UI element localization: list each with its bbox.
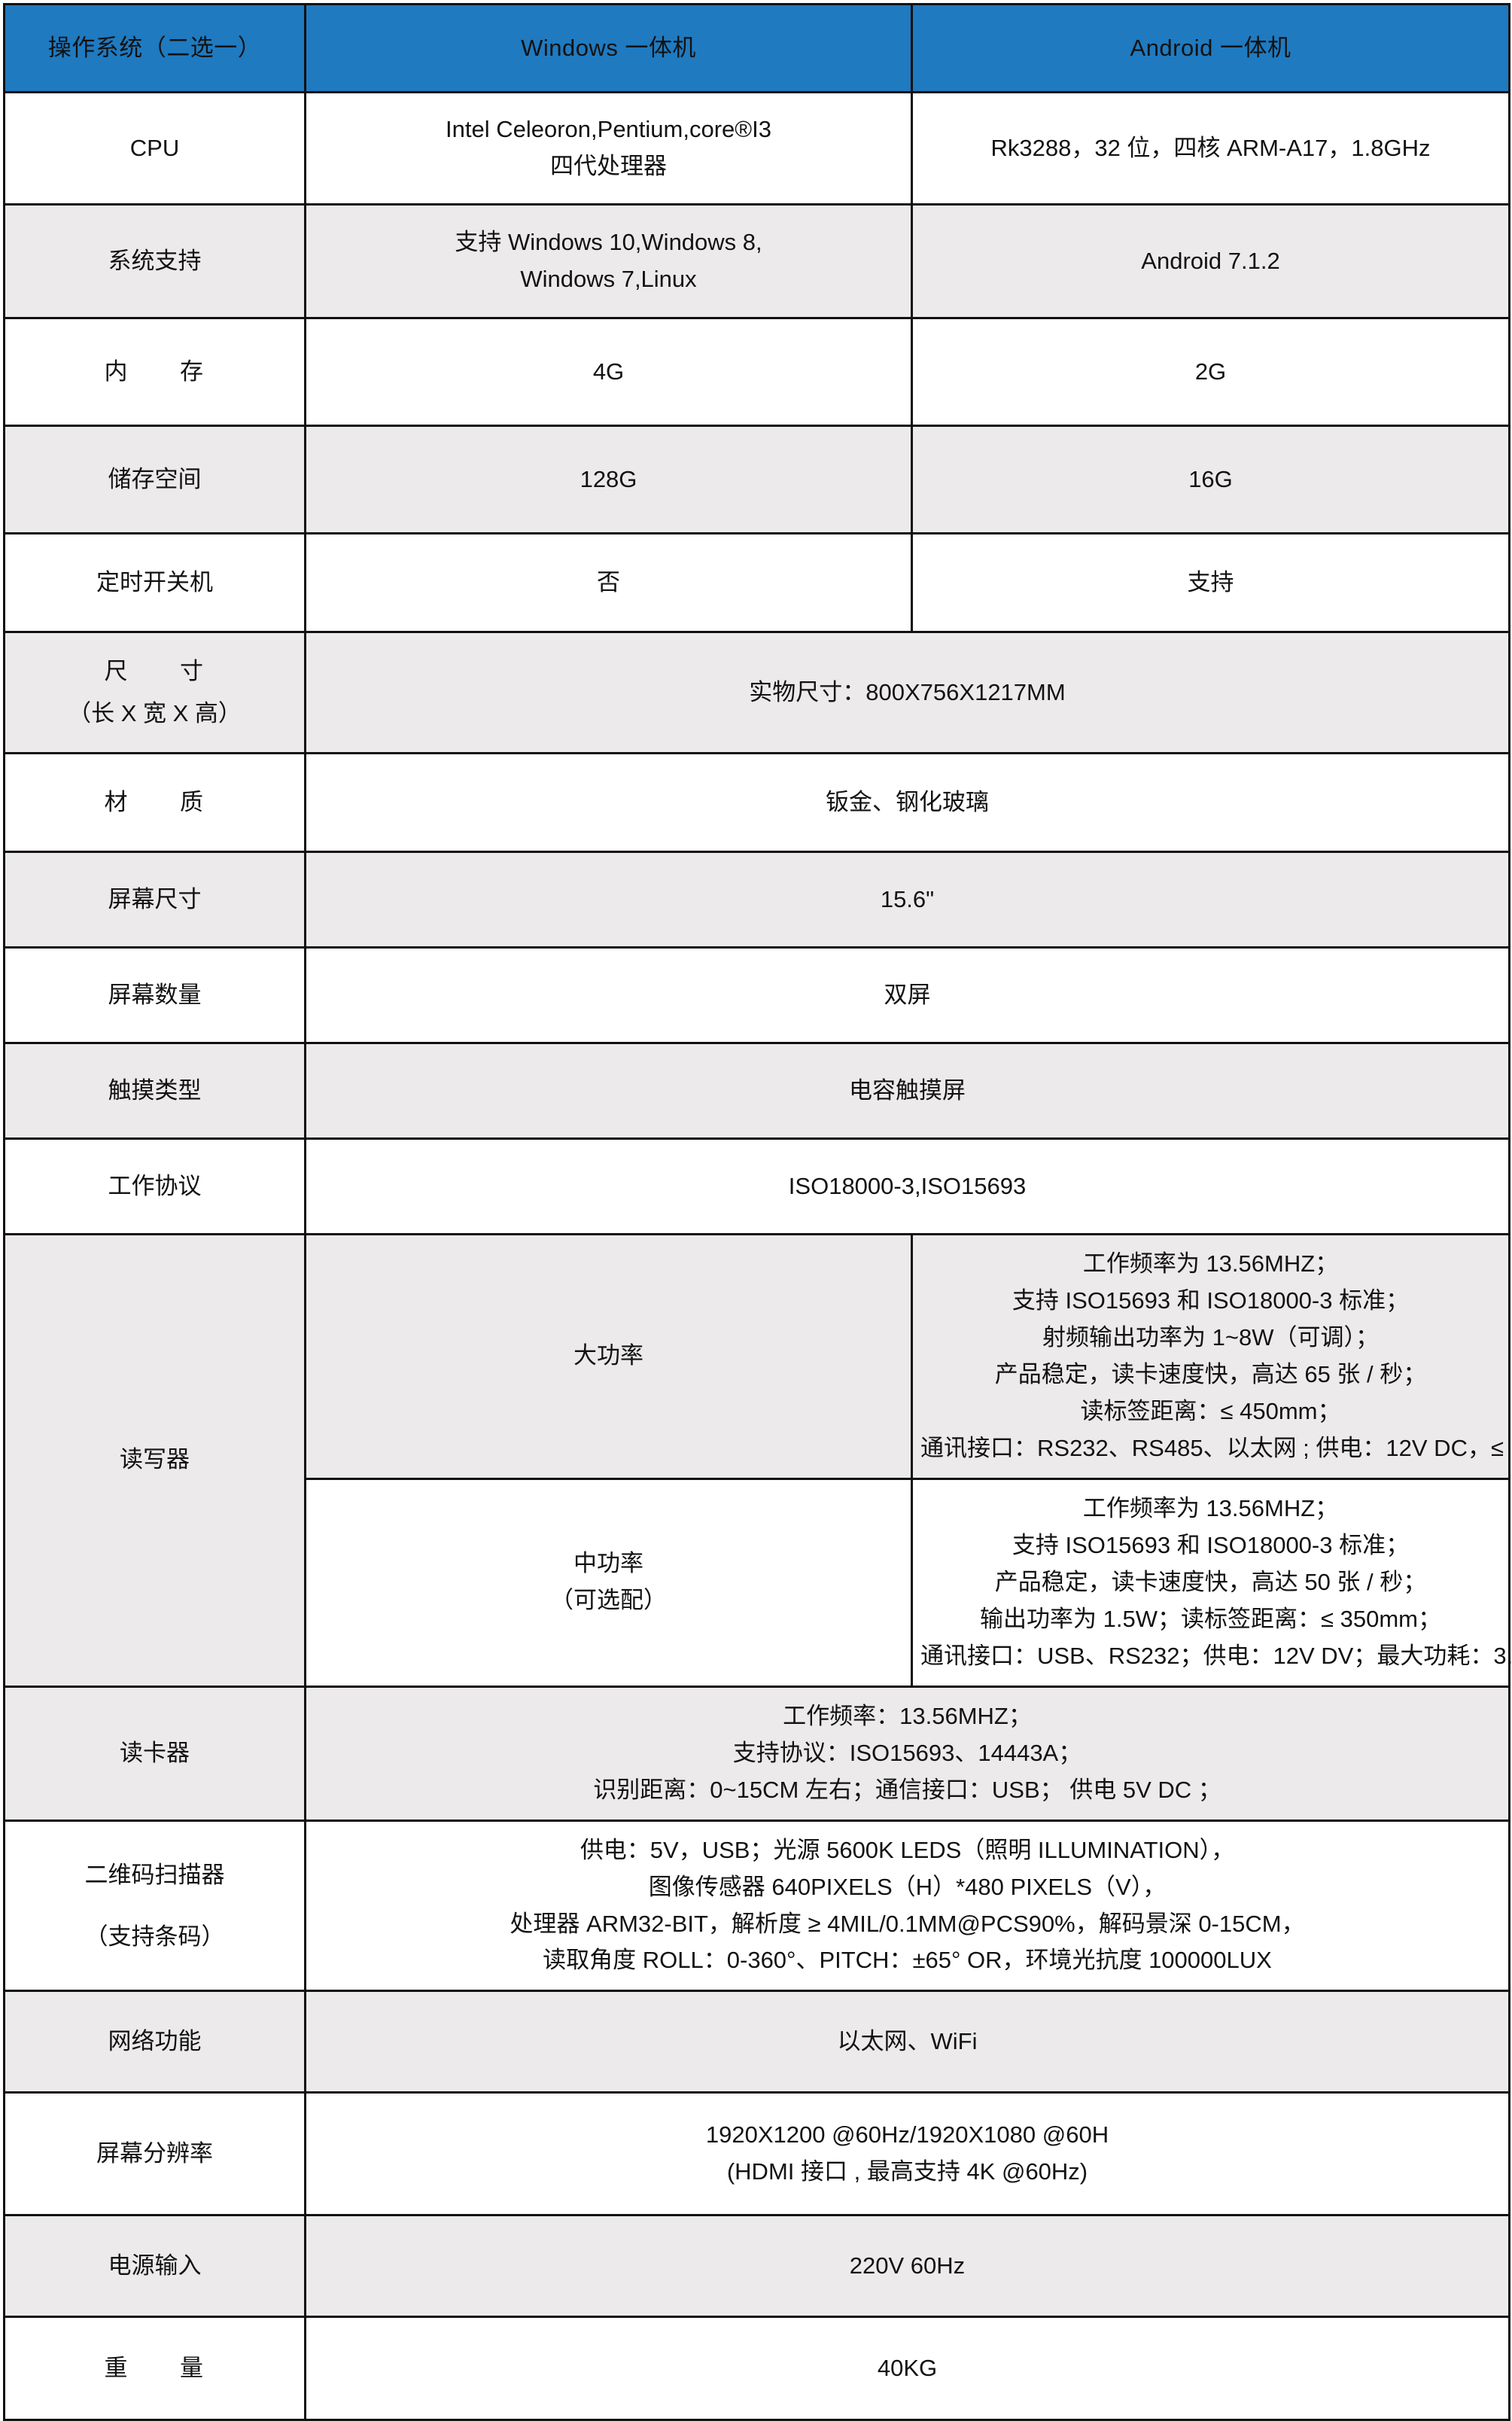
cell-touch-type-value: 电容触摸屏	[304, 1042, 1510, 1140]
table-row: 二维码扫描器 （支持条码） 供电：5V，USB；光源 5600K LEDS（照明…	[3, 1819, 1510, 1993]
spec-sheet: 操作系统（二选一） Windows 一体机 Android 一体机 CPU In…	[3, 3, 1512, 2421]
table-row: 读卡器 工作频率：13.56MHZ； 支持协议：ISO15693、14443A；…	[3, 1685, 1510, 1822]
row-label-cpu: CPU	[3, 91, 306, 206]
table-header-row: 操作系统（二选一） Windows 一体机 Android 一体机	[3, 3, 1510, 93]
table-row: 重 量 40KG	[3, 2316, 1510, 2421]
reader-mid-power-line-1: 工作频率为 13.56MHZ；	[1082, 1494, 1339, 1521]
header-cell-android: Android 一体机	[911, 3, 1510, 93]
cell-power-input-value: 220V 60Hz	[304, 2214, 1510, 2319]
reader-high-power-line-4: 产品稳定，读卡速度快，高达 65 张 / 秒；	[994, 1360, 1427, 1387]
header-cell-windows: Windows 一体机	[304, 3, 913, 93]
cell-weight-value: 40KG	[304, 2316, 1510, 2421]
cell-screen-size-value: 15.6"	[304, 851, 1510, 949]
table-row: 网络功能 以太网、WiFi	[3, 1990, 1510, 2094]
table-row: 屏幕尺寸 15.6"	[3, 851, 1510, 949]
row-label-network: 网络功能	[3, 1990, 306, 2094]
table-row: 屏幕数量 双屏	[3, 946, 1510, 1044]
cell-cpu-android: Rk3288，32 位，四核 ARM-A17，1.8GHz	[911, 91, 1510, 206]
table-row: 读写器 大功率 工作频率为 13.56MHZ； 支持 ISO15693 和 IS…	[3, 1233, 1512, 1688]
cell-material-value: 钣金、钢化玻璃	[304, 752, 1510, 853]
cpu-windows-line2: 四代处理器	[550, 153, 667, 179]
qr-scanner-line-3: 处理器 ARM32-BIT，解析度 ≥ 4MIL/0.1MM@PCS90%，解码…	[510, 1910, 1305, 1937]
cell-timer-power-android: 支持	[911, 532, 1510, 633]
row-label-reader: 读写器	[3, 1233, 306, 1688]
reader-high-power-line-3: 射频输出功率为 1~8W（可调）；	[1042, 1323, 1379, 1351]
row-label-memory: 内 存	[3, 317, 306, 427]
reader-high-power-line-2: 支持 ISO15693 和 ISO18000-3 标准；	[1012, 1287, 1410, 1314]
cell-timer-power-windows: 否	[304, 532, 913, 633]
row-label-power-input: 电源输入	[3, 2214, 306, 2319]
cell-memory-android: 2G	[911, 317, 1510, 427]
table-row: 中功率 （可选配） 工作频率为 13.56MHZ； 支持 ISO15693 和 …	[5, 1477, 1512, 1688]
cpu-windows-line1: Intel Celeoron,Pentium,core®I3	[446, 116, 771, 143]
card-reader-line-3: 识别距离：0~15CM 左右；通信接口：USB； 供电 5V DC ；	[593, 1776, 1221, 1803]
row-label-timer-power: 定时开关机	[3, 532, 306, 633]
cell-protocol-value: ISO18000-3,ISO15693	[304, 1137, 1510, 1235]
dimension-label-line2: （长 X 宽 X 高）	[68, 700, 242, 726]
row-label-dimension: 尺 寸 （长 X 宽 X 高）	[3, 631, 306, 754]
qr-scanner-line-4: 读取角度 ROLL：0-360°、PITCH：±65° OR，环境光抗度 100…	[543, 1947, 1272, 1974]
cell-network-value: 以太网、WiFi	[304, 1990, 1510, 2094]
table-row: 尺 寸 （长 X 宽 X 高） 实物尺寸：800X756X1217MM	[3, 631, 1510, 754]
cell-dimension-value: 实物尺寸：800X756X1217MM	[304, 631, 1510, 754]
cell-os-support-windows: 支持 Windows 10,Windows 8, Windows 7,Linux	[304, 203, 913, 319]
card-reader-line-1: 工作频率：13.56MHZ；	[783, 1702, 1032, 1729]
reader-high-power-line-5: 读标签距离：≤ 450mm；	[1080, 1397, 1341, 1424]
specification-table: 操作系统（二选一） Windows 一体机 Android 一体机 CPU In…	[3, 3, 1512, 2421]
table-row: 工作协议 ISO18000-3,ISO15693	[3, 1137, 1510, 1235]
reader-high-power-label: 大功率	[304, 1233, 913, 1480]
cell-storage-android: 16G	[911, 425, 1510, 534]
cell-resolution-value: 1920X1200 @60Hz/1920X1080 @60H (HDMI 接口 …	[304, 2091, 1510, 2217]
table-row: 材 质 钣金、钢化玻璃	[3, 752, 1510, 853]
reader-high-power-line-1: 工作频率为 13.56MHZ；	[1082, 1250, 1339, 1277]
row-label-protocol: 工作协议	[3, 1137, 306, 1235]
table-row: 触摸类型 电容触摸屏	[3, 1042, 1510, 1140]
cell-reader-mid-power: 工作频率为 13.56MHZ； 支持 ISO15693 和 ISO18000-3…	[911, 1477, 1512, 1688]
row-label-qr-scanner: 二维码扫描器 （支持条码）	[3, 1819, 306, 1993]
reader-mid-power-line-3: 产品稳定，读卡速度快，高达 50 张 / 秒；	[994, 1568, 1427, 1595]
table-row: 储存空间 128G 16G	[3, 425, 1510, 534]
row-label-os-support: 系统支持	[3, 203, 306, 319]
table-row: 系统支持 支持 Windows 10,Windows 8, Windows 7,…	[3, 203, 1510, 319]
row-label-screen-count: 屏幕数量	[3, 946, 306, 1044]
reader-mid-power-line-4: 输出功率为 1.5W；读标签距离：≤ 350mm；	[980, 1605, 1441, 1632]
resolution-line2: (HDMI 接口 , 最高支持 4K @60Hz)	[726, 2158, 1088, 2185]
qr-scanner-label-line1: 二维码扫描器	[84, 1861, 225, 1888]
row-label-card-reader: 读卡器	[3, 1685, 306, 1822]
cell-screen-count-value: 双屏	[304, 946, 1510, 1044]
cell-storage-windows: 128G	[304, 425, 913, 534]
os-support-windows-line1: 支持 Windows 10,Windows 8,	[455, 229, 762, 256]
reader-high-power-line-6: 通讯接口：RS232、RS485、以太网 ; 供电：12V DC，≤ 1.5A;	[920, 1434, 1512, 1461]
table-row: 屏幕分辨率 1920X1200 @60Hz/1920X1080 @60H (HD…	[3, 2091, 1510, 2217]
reader-mid-power-line-5: 通讯接口：USB、RS232；供电：12V DV；最大功耗：3.5W；	[920, 1642, 1512, 1669]
dimension-label-line1: 尺 寸	[104, 658, 205, 685]
cell-qr-scanner: 供电：5V，USB；光源 5600K LEDS（照明 ILLUMINATION）…	[304, 1819, 1510, 1993]
table-row: CPU Intel Celeoron,Pentium,core®I3 四代处理器…	[3, 91, 1510, 206]
os-support-windows-line2: Windows 7,Linux	[520, 266, 697, 292]
qr-scanner-line-2: 图像传感器 640PIXELS（H）*480 PIXELS（V），	[648, 1873, 1167, 1900]
reader-mid-power-line-2: 支持 ISO15693 和 ISO18000-3 标准；	[1012, 1531, 1410, 1558]
row-label-touch-type: 触摸类型	[3, 1042, 306, 1140]
row-label-screen-size: 屏幕尺寸	[3, 851, 306, 949]
table-row: 内 存 4G 2G	[3, 317, 1510, 427]
row-label-resolution: 屏幕分辨率	[3, 2091, 306, 2217]
row-label-storage: 储存空间	[3, 425, 306, 534]
qr-scanner-line-1: 供电：5V，USB；光源 5600K LEDS（照明 ILLUMINATION）…	[580, 1836, 1235, 1863]
reader-mid-power-label: 中功率 （可选配）	[304, 1477, 913, 1688]
table-row: 电源输入 220V 60Hz	[3, 2214, 1510, 2319]
cell-reader-high-power: 工作频率为 13.56MHZ； 支持 ISO15693 和 ISO18000-3…	[911, 1233, 1512, 1480]
row-label-material: 材 质	[3, 752, 306, 853]
card-reader-line-2: 支持协议：ISO15693、14443A；	[732, 1739, 1082, 1766]
reader-mid-power-label-line1: 中功率	[573, 1550, 643, 1577]
reader-mid-power-label-line2: （可选配）	[550, 1587, 667, 1614]
cell-memory-windows: 4G	[304, 317, 913, 427]
row-label-weight: 重 量	[3, 2316, 306, 2421]
qr-scanner-label-line2: （支持条码）	[84, 1923, 225, 1950]
cell-cpu-windows: Intel Celeoron,Pentium,core®I3 四代处理器	[304, 91, 913, 206]
table-row: 定时开关机 否 支持	[3, 532, 1510, 633]
cell-os-support-android: Android 7.1.2	[911, 203, 1510, 319]
cell-card-reader: 工作频率：13.56MHZ； 支持协议：ISO15693、14443A； 识别距…	[304, 1685, 1510, 1822]
header-cell-os: 操作系统（二选一）	[3, 3, 306, 93]
resolution-line1: 1920X1200 @60Hz/1920X1080 @60H	[705, 2121, 1109, 2148]
